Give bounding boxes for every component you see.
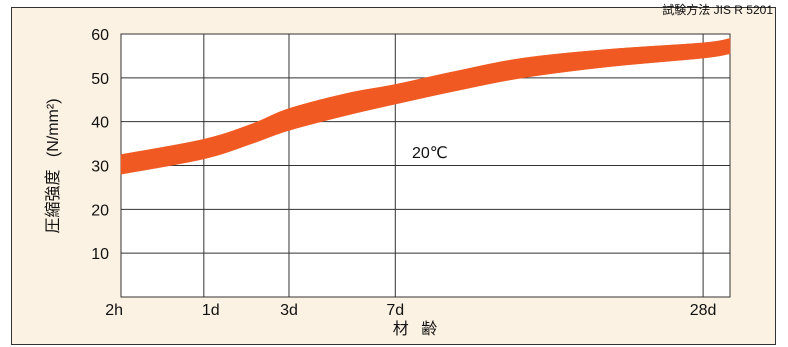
- x-tick-1d: 1d: [202, 302, 220, 319]
- svg-text:圧縮強度 (N/mm²): 圧縮強度 (N/mm²): [44, 98, 62, 233]
- y-tick-labels: 10 20 30 40 50 60: [91, 27, 109, 263]
- x-axis-title: 材 齢: [393, 320, 441, 338]
- x-tick-3d: 3d: [280, 302, 298, 319]
- y-tick-50: 50: [91, 71, 109, 88]
- x-tick-labels: 2h 1d 3d 7d 28d: [105, 302, 716, 319]
- y-axis-title-unit: (N/mm²): [45, 98, 62, 157]
- y-tick-30: 30: [91, 159, 109, 176]
- y-tick-20: 20: [91, 202, 109, 219]
- y-axis-title: 圧縮強度 (N/mm²): [44, 98, 62, 233]
- corner-note: 試験方法 JIS R 5201: [662, 3, 773, 17]
- y-tick-10: 10: [91, 246, 109, 263]
- annotation-temperature: 20℃: [412, 145, 448, 162]
- x-tick-7d: 7d: [386, 302, 404, 319]
- chart-frame: 試験方法 JIS R 5201 10 20 30 40 50 60 2h 1d 3d 7d 28d…: [11, 3, 776, 345]
- x-tick-2h: 2h: [105, 302, 123, 319]
- chart-svg: 10 20 30 40 50 60 2h 1d 3d 7d 28d 20℃ 材 齢 圧縮強度 (N…: [44, 27, 731, 338]
- series-band-0: [120, 38, 731, 175]
- x-tick-28d: 28d: [690, 302, 717, 319]
- series-layer: [120, 38, 731, 175]
- y-axis-title-main: 圧縮強度: [44, 170, 62, 234]
- grid-vertical: [203, 34, 704, 297]
- grid-horizontal: [121, 33, 730, 254]
- y-tick-40: 40: [91, 115, 109, 132]
- y-tick-60: 60: [91, 27, 109, 44]
